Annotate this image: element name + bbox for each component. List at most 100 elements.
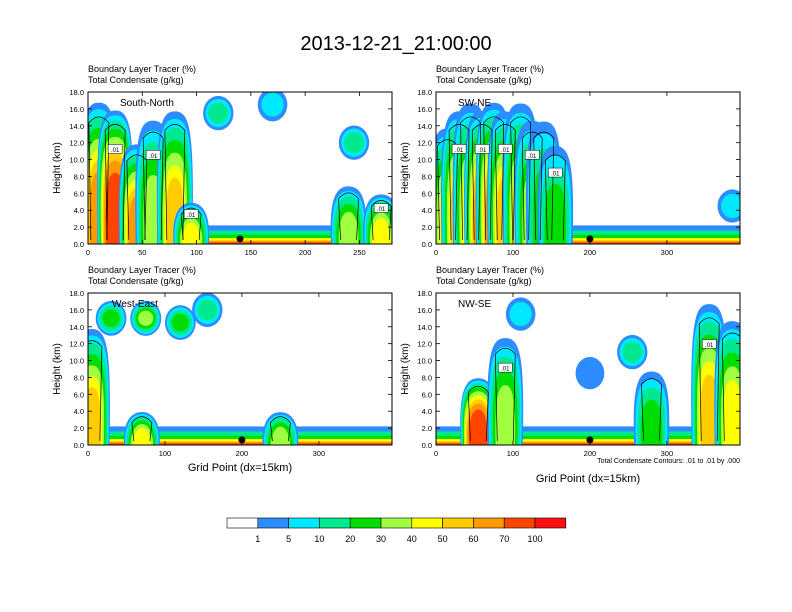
colorbar-box — [288, 517, 320, 529]
colorbar-label: 100 — [527, 534, 542, 544]
condensate-contour — [131, 416, 153, 442]
y-tick-label: 0.0 — [422, 441, 432, 450]
colorbar-label: 10 — [314, 534, 324, 544]
condensate-contour — [471, 124, 493, 241]
condensate-contour — [698, 317, 720, 442]
plot-frame — [87, 292, 393, 446]
contour-label-box — [498, 144, 513, 154]
y-tick-label: 4.0 — [422, 206, 432, 215]
x-tick-label: 100 — [159, 449, 172, 458]
contour-labels: .01 .01 .01 .01 .01 — [451, 144, 563, 178]
contour-label-box — [183, 209, 199, 219]
tracer-blob — [575, 357, 605, 390]
condensate-contour — [164, 124, 186, 241]
contour-label-box — [145, 150, 161, 160]
y-tick-label: 10.0 — [417, 357, 432, 366]
contour-label-text: .01 — [551, 172, 560, 178]
y-tick-label: 16.0 — [417, 306, 432, 315]
plot-area — [436, 293, 740, 445]
y-tick-label: 14.0 — [69, 323, 84, 332]
colorbar-box — [319, 517, 351, 529]
contour-label-box — [524, 150, 540, 160]
x-axis-label: Grid Point (dx=15km) — [536, 473, 640, 485]
tracer-blob — [197, 299, 218, 321]
y-axis-tick-labels: 0.0 2.0 4.0 6.0 8.0 10.0 12.0 14.0 16.0 18.0 — [417, 289, 432, 450]
contour-label: .01 — [373, 203, 389, 213]
condensate-contours — [467, 317, 740, 442]
y-tick-label: 2.0 — [422, 223, 432, 232]
y-tick-label: 4.0 — [422, 407, 432, 416]
x-tick-label: 300 — [313, 449, 326, 458]
y-tick-label: 2.0 — [422, 424, 432, 433]
x-tick-label: 0 — [434, 248, 438, 257]
contour-label-text: .01 — [528, 154, 537, 160]
y-tick-label: 16.0 — [417, 105, 432, 114]
tracer-column — [88, 387, 101, 445]
colorbar-label: 1 — [255, 534, 260, 544]
y-tick-label: 6.0 — [422, 189, 432, 198]
contour-label: .01 — [498, 362, 513, 373]
colorbar-box — [257, 517, 289, 529]
condensate-contour — [494, 124, 516, 241]
x-tick-label: 300 — [661, 449, 674, 458]
condensate-contour — [521, 131, 543, 241]
condensate-contour — [641, 378, 662, 442]
boundary-layer-band — [436, 242, 740, 244]
colorbar-label: 60 — [468, 534, 478, 544]
contour-label-text: .01 — [377, 207, 386, 213]
condensate-contour — [544, 154, 566, 241]
x-tick-label: 200 — [236, 449, 249, 458]
y-axis-label: Height (km) — [400, 142, 411, 194]
condensate-contour — [370, 200, 392, 241]
contour-label-text: .01 — [705, 343, 714, 349]
condensate-contour — [483, 116, 505, 241]
x-tick-label: 100 — [507, 449, 520, 458]
boundary-layer-band — [88, 443, 392, 445]
section-label: NW-SE — [458, 299, 491, 310]
colorbar-label: 50 — [438, 534, 448, 544]
x-tick-label: 200 — [299, 248, 312, 257]
tracer-blob — [138, 310, 154, 326]
y-axis-tick-labels: 0.0 2.0 4.0 6.0 8.0 10.0 12.0 14.0 16.0 18.0 — [69, 289, 84, 450]
y-tick-label: 6.0 — [74, 189, 84, 198]
contour-label-box — [498, 362, 513, 373]
plot-frame — [87, 91, 393, 245]
contour-label-text: .01 — [149, 154, 158, 160]
contour-label: .01 — [474, 144, 490, 154]
contour-label-text: .01 — [111, 148, 120, 154]
tracer-blob — [721, 193, 740, 219]
footnote: Total Condensate Contours: .01 to .01 by… — [597, 458, 740, 465]
contour-label-text: .01 — [187, 213, 196, 219]
condensate-contour — [126, 154, 148, 241]
panel-subtitle-line-2: Total Condensate (g/kg) — [88, 276, 184, 286]
cross-section-marker — [238, 436, 246, 444]
y-tick-label: 14.0 — [69, 122, 84, 131]
colorbar-labels: 1 5 10 20 30 40 50 60 70 100 — [255, 534, 542, 544]
panel-west-east: Boundary Layer Tracer (%) Total Condensa… — [52, 265, 393, 474]
contour-label-box — [107, 144, 123, 154]
y-tick-label: 14.0 — [417, 122, 432, 131]
colorbar-box — [349, 517, 382, 529]
x-tick-label: 200 — [584, 449, 597, 458]
contour-label-box — [451, 144, 467, 154]
tracer-blob — [509, 301, 532, 327]
colorbar-box — [534, 517, 567, 529]
tracer-blob — [344, 132, 364, 154]
tracer-blob — [622, 341, 643, 363]
tracer-blob — [102, 309, 120, 328]
plot-area — [88, 92, 392, 244]
contour-label: .01 — [183, 209, 199, 219]
y-axis-label: Height (km) — [52, 142, 63, 194]
y-axis-tick-labels: 0.0 2.0 4.0 6.0 8.0 10.0 12.0 14.0 16.0 18.0 — [417, 88, 432, 249]
y-tick-label: 4.0 — [74, 407, 84, 416]
x-axis-tick-labels: 0 100 200 300 — [434, 248, 673, 257]
y-tick-label: 0.0 — [74, 441, 84, 450]
contour-label-box — [474, 144, 490, 154]
condensate-contour — [494, 347, 516, 442]
tracer-blob — [208, 102, 229, 124]
plot-area — [88, 293, 392, 445]
colorbar-box — [411, 517, 443, 529]
x-tick-label: 150 — [245, 248, 258, 257]
boundary-layer-band — [436, 443, 740, 445]
